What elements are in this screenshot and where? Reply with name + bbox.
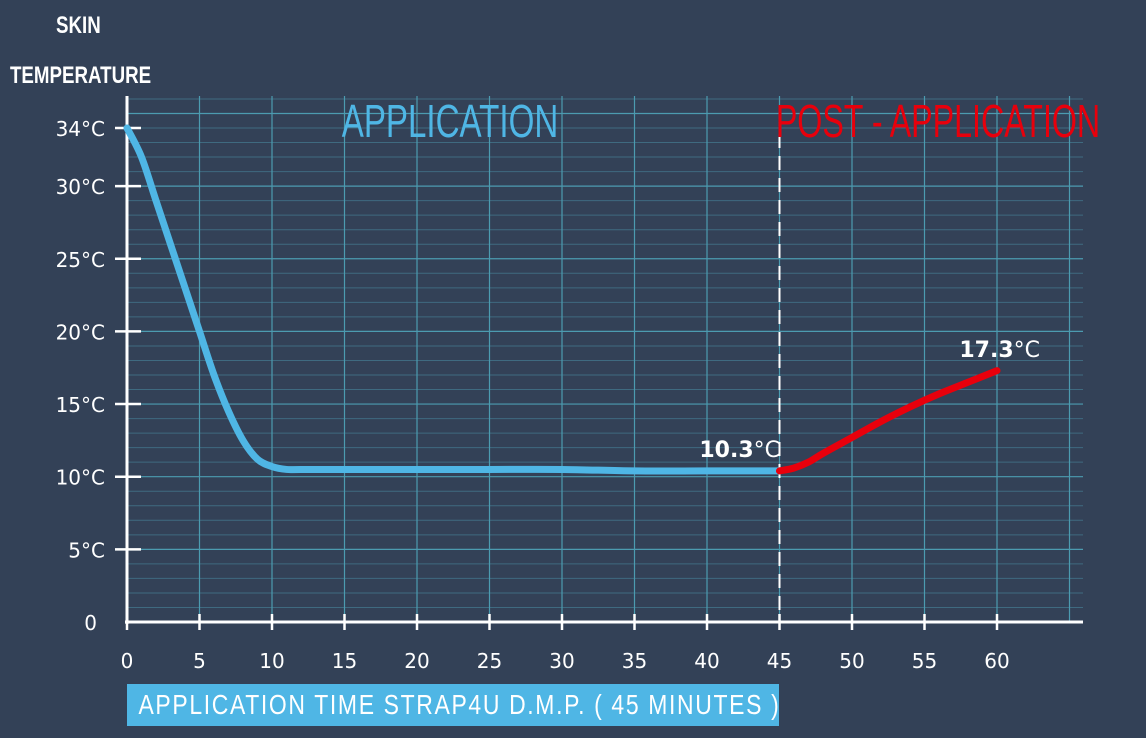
x-tick-label: 25 [477,649,502,673]
annotation-start-post: 10.3°C [699,438,780,463]
x-tick-label: 60 [984,649,1009,673]
x-tick-label: 55 [912,649,937,673]
x-tick-label: 10 [259,649,284,673]
series-line-post-application [776,367,1001,475]
y-tick-label: 20°C [56,320,105,344]
annotation-end-post-value: 17.3 [959,338,1013,363]
x-tick-label: 15 [332,649,357,673]
x-ticks: 0 5 10 15 20 25 30 35 40 45 50 55 60 [121,614,1010,673]
series-group [123,124,1001,475]
x-tick-label: 5 [193,649,206,673]
section-label-application: APPLICATION [342,97,559,147]
annotations: 10.3°C17.3°C [699,338,1040,463]
x-tick-label: 0 [121,649,134,673]
section-label-post-application: POST - APPLICATION [776,96,1100,147]
y-tick-label: 0 [84,611,97,635]
series-line-application [123,124,783,475]
y-ticks: 0 5°C 10°C 15°C 20°C 25°C 30°C 34°C [56,117,141,635]
annotation-start-post-unit: °C [754,438,780,463]
y-tick-label: 25°C [56,248,105,272]
x-tick-label: 20 [404,649,429,673]
minor-grid [127,98,1083,608]
x-tick-label: 35 [622,649,647,673]
x-tick-label: 30 [549,649,574,673]
y-tick-label: 30°C [56,175,105,199]
x-axis-title-banner: APPLICATION TIME STRAP4U D.M.P. ( 45 MIN… [127,684,779,726]
annotation-end-post-unit: °C [1014,338,1040,363]
y-tick-label: 5°C [68,538,105,562]
y-tick-label: 34°C [56,117,105,141]
x-tick-label: 50 [839,649,864,673]
y-tick-label: 15°C [56,393,105,417]
annotation-end-post: 17.3°C [959,338,1040,363]
annotation-start-post-value: 10.3 [699,438,753,463]
y-axis-title-line2: TEMPERATURE [10,62,152,89]
x-tick-label: 40 [694,649,719,673]
x-tick-label: 45 [767,649,792,673]
major-grid [127,96,1083,622]
y-tick-label: 10°C [56,466,105,490]
y-axis-title-line1: SKIN [56,12,101,39]
x-axis-title: APPLICATION TIME STRAP4U D.M.P. ( 45 MIN… [138,689,781,720]
labels-group: APPLICATION POST - APPLICATION [342,96,1100,147]
